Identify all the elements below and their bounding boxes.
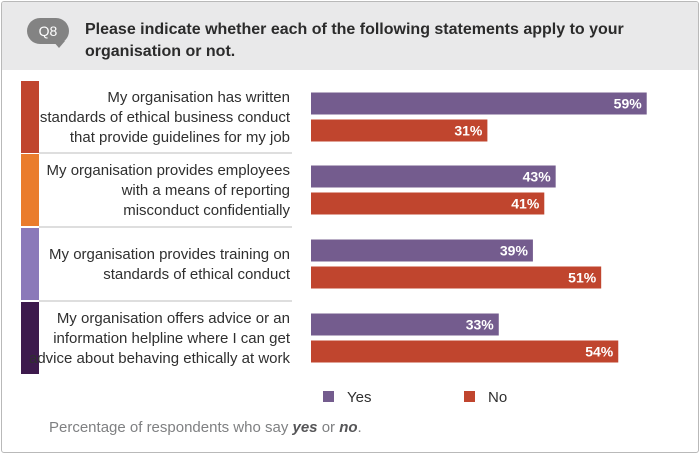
- category-label: information helpline where I can get: [53, 330, 291, 347]
- legend-swatch-yes: [323, 391, 334, 402]
- footnote-yes: yes: [292, 419, 318, 436]
- legend-swatch-no: [464, 391, 475, 402]
- bar-yes: [311, 92, 647, 115]
- question-header: Q8 Please indicate whether each of the f…: [2, 2, 698, 70]
- bar-no: [311, 192, 545, 215]
- data-label: 41%: [511, 196, 540, 212]
- footnote-middle: or: [317, 419, 340, 436]
- data-label: 31%: [454, 123, 483, 139]
- bar-yes: [311, 165, 556, 188]
- category-label: advice about behaving ethically at work: [29, 350, 290, 367]
- legend-label: No: [488, 389, 507, 406]
- data-label: 43%: [523, 169, 552, 185]
- bar-yes: [311, 313, 499, 336]
- footnote: Percentage of respondents who say yes or…: [49, 419, 362, 436]
- bar-no: [311, 340, 619, 363]
- data-label: 33%: [466, 317, 495, 333]
- category-label: My organisation provides training on: [49, 246, 290, 263]
- category-color-marker: [21, 154, 39, 226]
- category-color-marker: [21, 302, 39, 374]
- bar-no: [311, 266, 602, 289]
- data-label: 54%: [585, 344, 614, 360]
- data-label: 39%: [500, 243, 529, 259]
- category-label: with a means of reporting: [121, 182, 290, 199]
- footnote-prefix: Percentage of respondents who say: [49, 419, 293, 436]
- category-color-marker: [21, 228, 39, 300]
- category-label: standards of ethical business conduct: [40, 109, 291, 126]
- data-label: 59%: [614, 96, 643, 112]
- category-label: that provide guidelines for my job: [70, 129, 290, 146]
- bar-yes: [311, 239, 533, 262]
- category-label: My organisation offers advice or an: [57, 310, 290, 327]
- legend-label: Yes: [347, 389, 371, 406]
- question-text: Please indicate whether each of the foll…: [85, 21, 624, 60]
- bar-no: [311, 119, 488, 142]
- category-label: My organisation has written: [107, 89, 290, 106]
- footnote-no: no: [339, 419, 358, 436]
- data-label: 51%: [568, 270, 597, 286]
- category-color-marker: [21, 81, 39, 153]
- category-label: standards of ethical conduct: [103, 266, 291, 283]
- question-number-badge: Q8: [27, 18, 69, 48]
- category-label: misconduct confidentially: [123, 202, 290, 219]
- footnote-suffix: .: [357, 419, 362, 436]
- category-label: My organisation provides employees: [47, 162, 290, 179]
